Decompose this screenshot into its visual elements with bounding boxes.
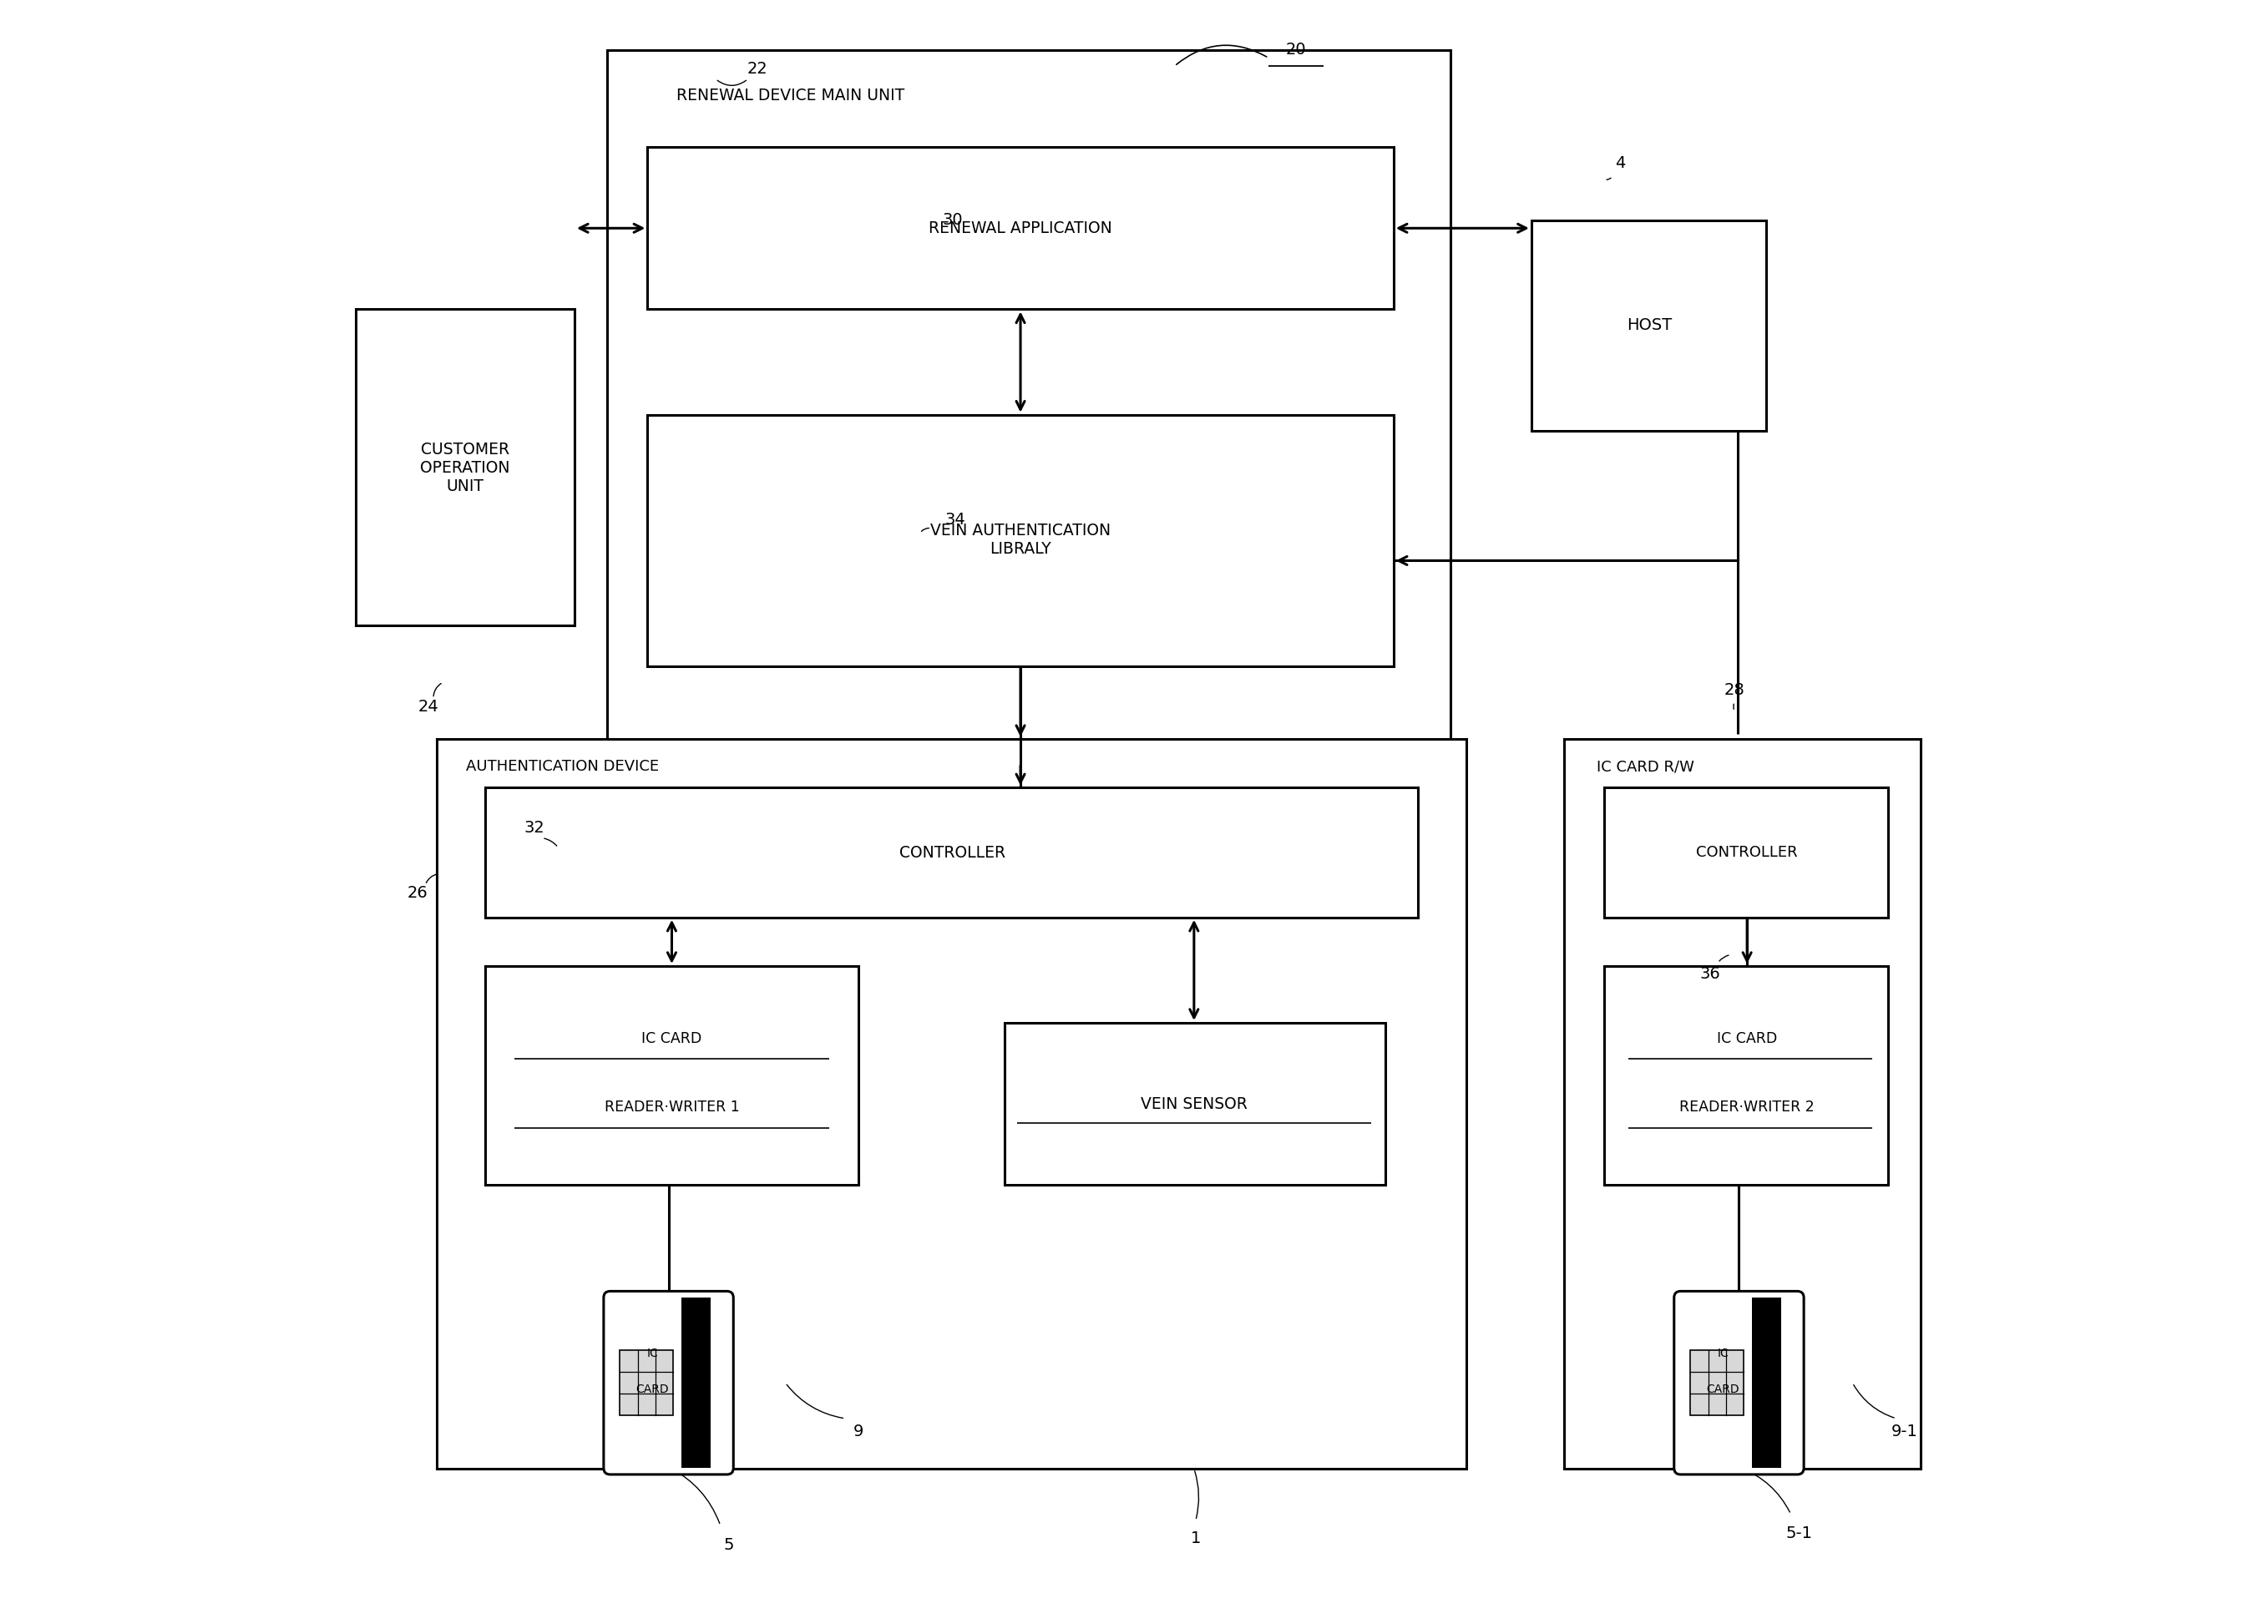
Text: 4: 4 (1615, 156, 1626, 171)
Text: 30: 30 (941, 213, 962, 227)
Bar (680, 1298, 710, 1468)
FancyBboxPatch shape (1674, 1291, 1803, 1475)
Text: VEIN AUTHENTICATION
LIBRALY: VEIN AUTHENTICATION LIBRALY (930, 523, 1111, 557)
Text: 32: 32 (524, 820, 544, 836)
Bar (356, 309, 574, 625)
Text: IC CARD R∕W: IC CARD R∕W (1597, 758, 1694, 775)
Text: CUSTOMER
OPERATION
UNIT: CUSTOMER OPERATION UNIT (420, 442, 510, 494)
Text: CARD: CARD (1706, 1384, 1740, 1395)
Bar (438, 739, 1467, 1468)
Text: 20: 20 (1286, 42, 1306, 58)
Text: 22: 22 (748, 62, 769, 78)
Bar (1565, 739, 1921, 1468)
Text: 1: 1 (1191, 1530, 1200, 1546)
Text: 9-1: 9-1 (1892, 1424, 1919, 1439)
Text: 36: 36 (1699, 966, 1719, 983)
Bar (1751, 1298, 1780, 1468)
Text: RENEWAL DEVICE MAIN UNIT: RENEWAL DEVICE MAIN UNIT (676, 88, 905, 104)
Bar (608, 50, 1449, 763)
FancyBboxPatch shape (603, 1291, 733, 1475)
Text: CONTROLLER: CONTROLLER (1696, 844, 1799, 861)
Bar (1603, 788, 1889, 918)
Text: IC CARD: IC CARD (642, 1031, 701, 1046)
Text: CARD: CARD (635, 1384, 669, 1395)
Text: 26: 26 (406, 885, 426, 901)
Text: 9: 9 (853, 1424, 864, 1439)
Text: HOST: HOST (1626, 318, 1672, 333)
Text: 34: 34 (946, 512, 966, 528)
Bar (1690, 1351, 1744, 1415)
Bar (1603, 966, 1889, 1186)
Text: 5-1: 5-1 (1785, 1525, 1812, 1541)
Text: VEIN SENSOR: VEIN SENSOR (1141, 1096, 1247, 1112)
Text: CONTROLLER: CONTROLLER (900, 844, 1005, 861)
Bar (485, 788, 1418, 918)
Bar (1531, 221, 1767, 430)
Bar (1005, 1023, 1386, 1186)
Text: READER·WRITER 2: READER·WRITER 2 (1681, 1099, 1814, 1114)
Text: READER·WRITER 1: READER·WRITER 1 (603, 1099, 739, 1114)
Text: IC CARD: IC CARD (1717, 1031, 1778, 1046)
Bar (646, 414, 1393, 666)
Text: 28: 28 (1724, 682, 1744, 698)
Text: 5: 5 (723, 1536, 735, 1553)
Text: IC: IC (646, 1348, 658, 1359)
Text: AUTHENTICATION DEVICE: AUTHENTICATION DEVICE (465, 758, 658, 775)
Bar (646, 148, 1393, 309)
Text: RENEWAL APPLICATION: RENEWAL APPLICATION (928, 221, 1111, 235)
Text: IC: IC (1717, 1348, 1728, 1359)
Text: 24: 24 (417, 698, 438, 715)
Bar (485, 966, 857, 1186)
Bar (619, 1351, 674, 1415)
